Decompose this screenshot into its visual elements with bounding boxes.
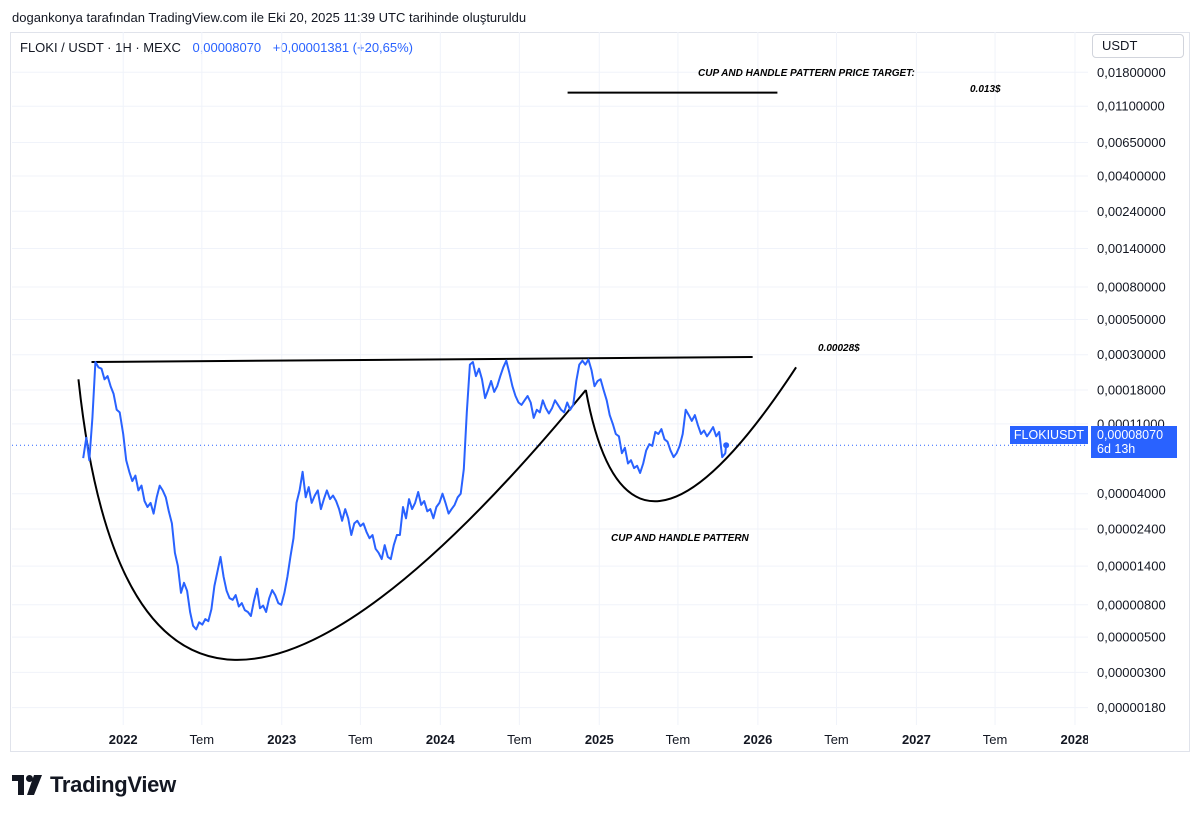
y-tick-label: 0,00002400 (1097, 521, 1166, 536)
y-tick-label: 0,00240000 (1097, 204, 1166, 219)
x-tick-label: Tem (348, 732, 373, 747)
y-tick-label: 0,01100000 (1097, 99, 1165, 114)
y-tick-label: 0,00080000 (1097, 280, 1166, 295)
brand-name: TradingView (50, 772, 176, 797)
price-tag-countdown: 6d 13h (1097, 442, 1136, 456)
cup-curve (77, 379, 587, 661)
y-tick-label: 0,00001400 (1097, 559, 1166, 574)
x-tick-label: 2026 (743, 732, 772, 747)
y-tick-label: 0,00650000 (1097, 135, 1166, 150)
y-axis: 0,01800000 0,01100000 0,00650000 0,00400000… (1097, 65, 1166, 715)
currency-unit-button[interactable]: USDT (1092, 34, 1184, 58)
cup-and-handle-label: CUP AND HANDLE PATTERN (611, 533, 750, 544)
x-tick-label: Tem (190, 732, 215, 747)
price-target-value-label: 0.013$ (970, 84, 1001, 95)
y-tick-label: 0,00400000 (1097, 169, 1166, 184)
y-tick-label: 0,00050000 (1097, 312, 1166, 327)
resistance-line (91, 356, 753, 363)
x-tick-label: 2023 (267, 732, 296, 747)
price-change-value: +0,00001381 (+20,65%) (272, 40, 414, 55)
y-tick-label: 0,00018000 (1097, 382, 1166, 397)
symbol-price-tag: FLOKIUSDT (1010, 426, 1088, 444)
x-tick-label: Tem (983, 732, 1008, 747)
last-price-marker (723, 442, 730, 449)
y-tick-label: 0,01800000 (1097, 65, 1166, 80)
symbol-legend: FLOKI / USDT · 1H · MEXC 0,00008070 +0,0… (20, 40, 413, 55)
x-tick-label: 2028 (1061, 732, 1090, 747)
x-tick-label: Tem (824, 732, 849, 747)
y-tick-label: 0,00140000 (1097, 241, 1166, 256)
y-tick-label: 0,00000300 (1097, 665, 1166, 680)
price-target-label: CUP AND HANDLE PATTERN PRICE TARGET: (698, 68, 915, 79)
y-tick-label: 0,00000500 (1097, 630, 1166, 645)
symbol-info[interactable]: FLOKI / USDT · 1H · MEXC (20, 40, 181, 55)
chart-frame (10, 32, 1190, 752)
tradingview-logo[interactable]: TradingView (12, 772, 176, 798)
price-line (82, 358, 728, 631)
price-series (82, 358, 730, 631)
x-tick-label: Tem (507, 732, 532, 747)
price-tag-value: 0,00008070 (1097, 428, 1164, 442)
last-price-tag: 0,00008070 6d 13h (1091, 426, 1177, 458)
chart-caption: dogankonya tarafından TradingView.com il… (12, 10, 527, 25)
handle-curve (584, 366, 797, 503)
axis-edge (1088, 730, 1090, 750)
x-tick-label: 2022 (109, 732, 138, 747)
tradingview-logo-icon (12, 775, 42, 795)
last-price-value: 0,00008070 (192, 40, 262, 55)
pattern-annotations: CUP AND HANDLE PATTERN PRICE TARGET: 0.01… (77, 68, 1001, 661)
y-tick-label: 0,00000800 (1097, 597, 1166, 612)
y-tick-label: 0,00030000 (1097, 347, 1166, 362)
y-tick-label: 0,00000180 (1097, 700, 1166, 715)
x-tick-label: Tem (666, 732, 691, 747)
chart-grid (12, 32, 1088, 725)
x-axis: 2022 Tem 2023 Tem 2024 Tem 2025 Tem 2026 Tem 2027 T… (109, 730, 1090, 750)
y-tick-label: 0,00004000 (1097, 486, 1166, 501)
x-tick-label: 2024 (426, 732, 456, 747)
x-tick-label: 2027 (902, 732, 931, 747)
x-tick-label: 2025 (585, 732, 614, 747)
resistance-value-label: 0.00028$ (818, 343, 860, 354)
